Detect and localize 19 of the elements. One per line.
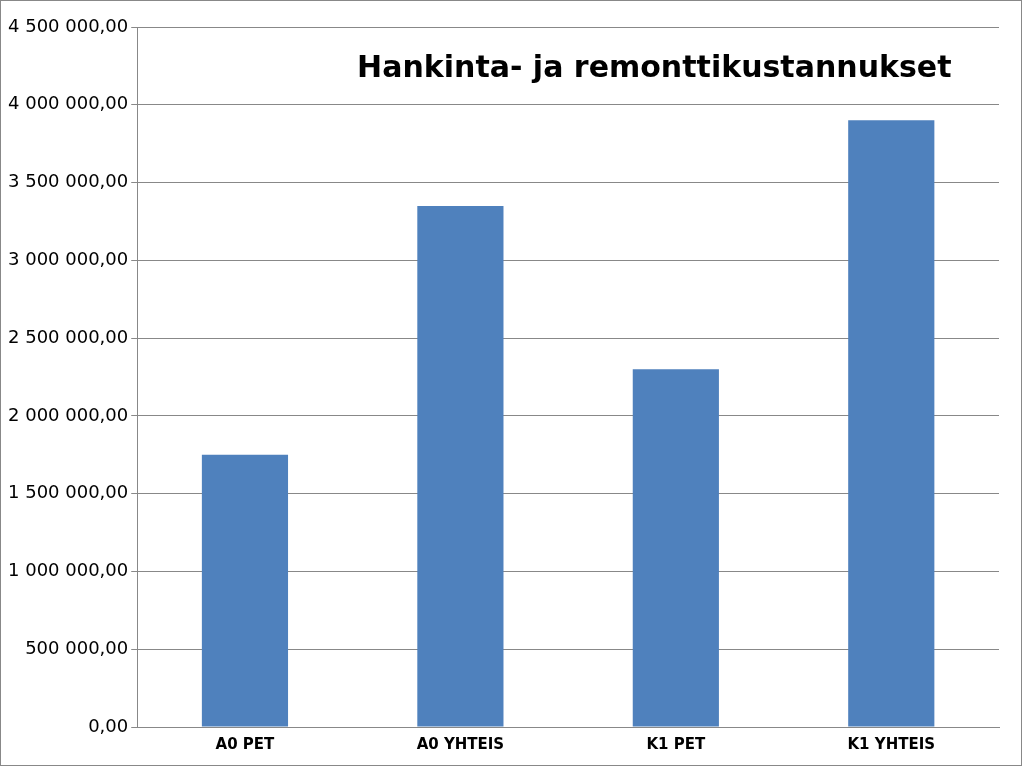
text: Hankinta- ja remonttikustannukset bbox=[357, 48, 952, 84]
x-tick-label: A0 YHTEIS bbox=[416, 734, 505, 753]
y-tick-label: 1 500 000,00 bbox=[8, 481, 129, 503]
bar bbox=[417, 205, 504, 727]
x-tick-label: K1 YHTEIS bbox=[847, 734, 936, 753]
bar bbox=[201, 454, 289, 727]
y-tick-label: 4 000 000,00 bbox=[8, 92, 129, 114]
bar bbox=[632, 369, 719, 727]
bar bbox=[848, 120, 935, 727]
y-tick-label: 3 500 000,00 bbox=[8, 170, 129, 192]
y-tick-label: 4 500 000,00 bbox=[8, 14, 129, 36]
x-tick-label: K1 PET bbox=[646, 734, 706, 753]
x-tick-label: A0 PET bbox=[215, 734, 276, 753]
y-tick-label: 500 000,00 bbox=[25, 636, 129, 658]
y-tick-label: 1 000 000,00 bbox=[8, 559, 129, 581]
y-tick-label: 0,00 bbox=[88, 714, 129, 736]
y-tick-label: 2 500 000,00 bbox=[8, 325, 129, 347]
y-tick-label: 2 000 000,00 bbox=[8, 403, 129, 425]
y-tick-label: 3 000 000,00 bbox=[8, 248, 129, 270]
